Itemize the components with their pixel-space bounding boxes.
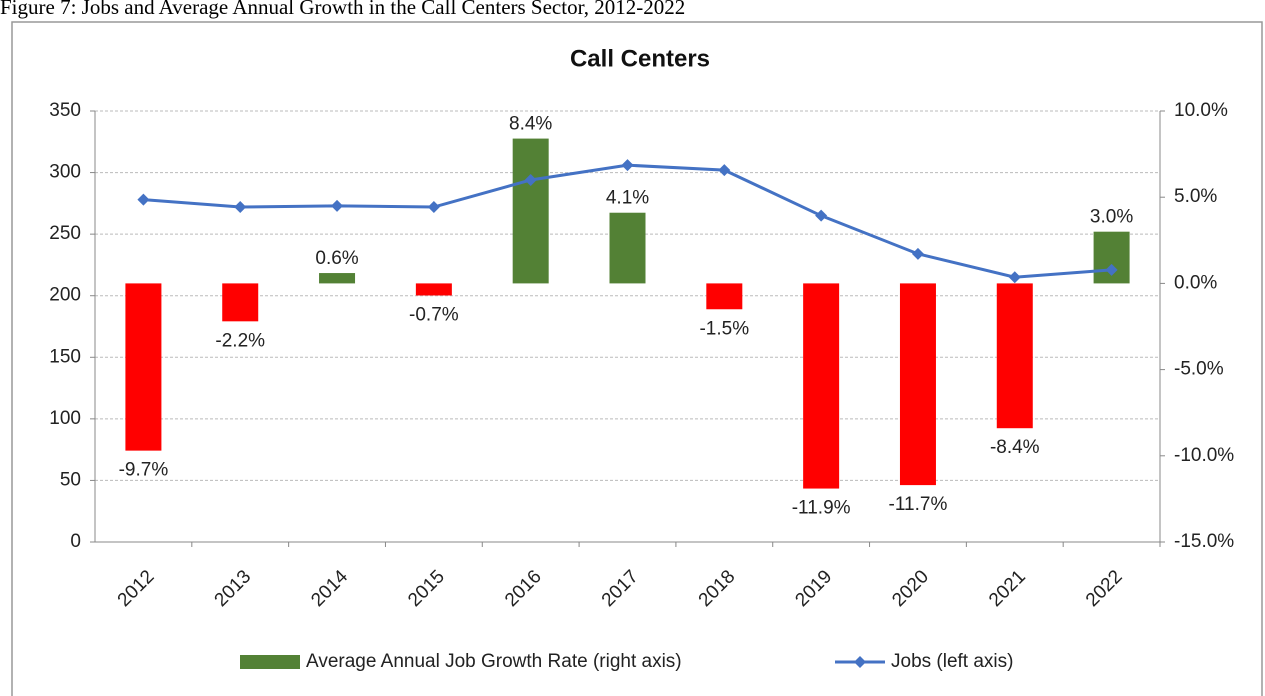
line-point (427, 201, 440, 214)
y-tick-label: 50 (60, 469, 81, 490)
y-tick-label: 200 (49, 285, 81, 306)
y2-tick-label: 0.0% (1174, 272, 1217, 293)
y2-tick-label: -15.0% (1174, 531, 1234, 552)
legend-marker (854, 656, 866, 668)
bar (125, 283, 162, 451)
x-tick-label: 2016 (501, 566, 546, 611)
y2-tick-label: -5.0% (1174, 359, 1224, 380)
legend-label: Average Annual Job Growth Rate (right ax… (306, 651, 682, 672)
data-label: -9.7% (119, 460, 169, 481)
legend-label: Jobs (left axis) (891, 651, 1013, 672)
data-label: -0.7% (409, 304, 459, 325)
data-label: 4.1% (606, 188, 649, 209)
x-tick-label: 2014 (307, 566, 352, 611)
line-point (331, 199, 344, 212)
x-tick-label: 2015 (404, 566, 449, 611)
bar (996, 283, 1033, 429)
y-tick-label: 300 (49, 162, 81, 183)
line-point (815, 209, 828, 222)
line-point (911, 247, 924, 260)
x-tick-label: 2022 (1082, 566, 1127, 611)
chart-frame (11, 21, 1263, 696)
bar (706, 283, 743, 310)
x-tick-label: 2013 (211, 566, 256, 611)
data-label: -8.4% (990, 437, 1040, 458)
y-tick-label: 100 (49, 408, 81, 429)
x-tick-label: 2019 (791, 566, 836, 611)
data-label: 0.6% (315, 248, 358, 269)
y-tick-label: 150 (49, 346, 81, 367)
y-tick-label: 0 (70, 531, 81, 552)
line-point (1008, 271, 1021, 284)
caption: Figure 7: Jobs and Average Annual Growth… (0, 0, 685, 19)
line-point (1105, 263, 1118, 276)
line-point (621, 159, 634, 172)
bar (415, 283, 452, 296)
y2-tick-label: -10.0% (1174, 445, 1234, 466)
x-tick-label: 2017 (598, 566, 643, 611)
bar (803, 283, 840, 489)
x-tick-label: 2021 (985, 566, 1030, 611)
x-tick-label: 2020 (888, 566, 933, 611)
data-label: -11.7% (889, 494, 948, 515)
y2-tick-label: 5.0% (1174, 186, 1217, 207)
chart-title: Call Centers (570, 45, 710, 72)
line-point (524, 173, 537, 186)
line-point (234, 201, 247, 214)
data-label: 8.4% (509, 114, 552, 135)
data-label: 3.0% (1090, 207, 1133, 228)
data-label: -1.5% (699, 318, 749, 339)
bar (609, 212, 646, 284)
bar (222, 283, 259, 322)
line-point (718, 164, 731, 177)
y2-tick-label: 10.0% (1174, 100, 1228, 121)
y-tick-label: 250 (49, 223, 81, 244)
x-tick-label: 2012 (114, 566, 159, 611)
line-point (137, 193, 150, 206)
legend-swatch (240, 655, 300, 669)
y-tick-label: 350 (49, 100, 81, 121)
bar (899, 283, 936, 486)
data-label: -2.2% (215, 330, 265, 351)
data-label: -11.9% (792, 498, 851, 519)
bar (512, 138, 549, 284)
bar (319, 273, 356, 284)
x-tick-label: 2018 (695, 566, 740, 611)
